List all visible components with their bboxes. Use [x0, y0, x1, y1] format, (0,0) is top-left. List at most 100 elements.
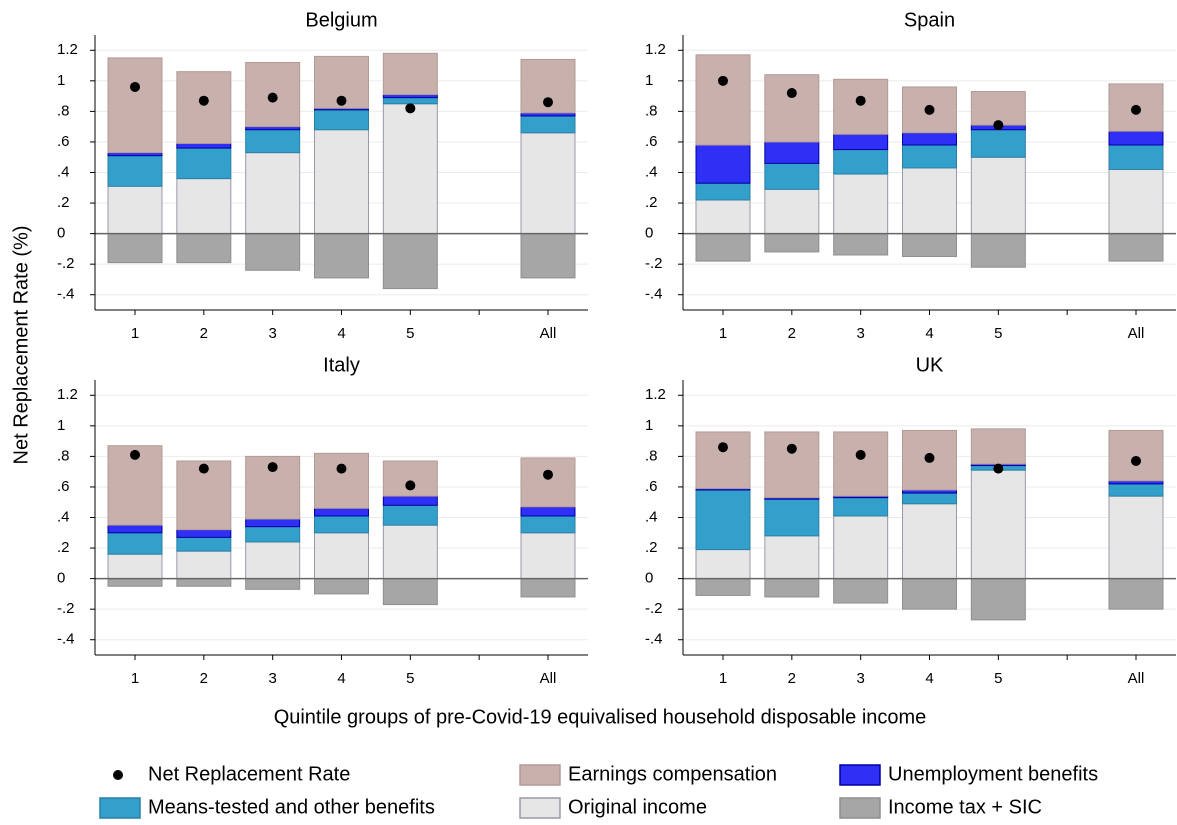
y-tick-label: .2: [645, 194, 658, 211]
bar-segment: [107, 578, 163, 587]
panel-title: Spain: [904, 9, 955, 31]
y-tick-label: -.4: [57, 286, 75, 303]
bar-segment: [1108, 429, 1164, 482]
bar-segment: [107, 524, 163, 534]
bar-segment: [833, 233, 889, 256]
y-tick-label: 1: [645, 72, 653, 89]
bar-segment: [970, 469, 1026, 580]
y-tick-label: 0: [57, 570, 65, 587]
y-tick-label: .4: [57, 508, 70, 525]
bar-segment: [176, 178, 232, 235]
legend-label: Net Replacement Rate: [148, 763, 350, 785]
bar-segment: [314, 532, 369, 580]
y-tick-label: .6: [57, 478, 70, 495]
y-tick-label: 1: [57, 417, 65, 434]
bar-segment: [176, 142, 232, 149]
bar-segment: [833, 431, 889, 497]
bar-segment: [695, 144, 751, 184]
nrr-dot: [198, 463, 209, 474]
y-tick-label: .2: [57, 539, 70, 556]
legend-dot: [113, 770, 123, 780]
bar-segment: [107, 57, 163, 154]
bar-segment: [245, 578, 301, 590]
bar-segment: [902, 167, 957, 235]
bar-segment: [520, 115, 576, 134]
x-tick-label: 2: [788, 670, 796, 687]
nrr-dot: [267, 92, 278, 103]
nrr-dot: [336, 95, 347, 106]
bar-segment: [245, 129, 301, 154]
bar-segment: [970, 91, 1026, 126]
x-tick-label: All: [540, 670, 557, 687]
nrr-dot: [336, 463, 347, 474]
nrr-dot: [786, 88, 797, 99]
bar-segment: [520, 515, 576, 534]
bar-segment: [764, 162, 820, 190]
bar-segment: [764, 74, 820, 143]
bar-segment: [520, 578, 576, 598]
y-tick-label: 1.2: [57, 41, 78, 58]
y-tick-label: 0: [57, 225, 65, 242]
bar-segment: [176, 578, 232, 587]
y-tick-label: .2: [57, 194, 70, 211]
y-tick-label: .2: [645, 539, 658, 556]
nrr-dot: [198, 95, 209, 106]
bar-segment: [695, 578, 751, 596]
bar-segment: [764, 535, 820, 580]
bar-segment: [520, 532, 576, 580]
y-tick-label: 0: [645, 225, 653, 242]
legend-swatch: [839, 797, 881, 819]
bar-segment: [314, 515, 369, 534]
bar-segment: [833, 578, 889, 604]
bar-segment: [695, 233, 751, 262]
bar-segment: [764, 431, 820, 499]
x-tick-label: 3: [268, 325, 276, 342]
y-tick-label: .4: [645, 508, 658, 525]
bar-segment: [176, 536, 232, 552]
bar-segment: [970, 578, 1026, 621]
y-tick-label: 1: [645, 417, 653, 434]
y-tick-label: 1.2: [645, 41, 666, 58]
bar-segment: [107, 155, 163, 187]
bar-segment: [833, 515, 889, 580]
y-tick-label: -.4: [57, 631, 75, 648]
bar-segment: [833, 78, 889, 135]
nrr-dot: [855, 449, 866, 460]
bar-segment: [245, 233, 301, 271]
bar-segment: [902, 578, 957, 610]
bar-segment: [902, 144, 957, 169]
x-tick-label: 1: [131, 670, 139, 687]
bar-segment: [382, 97, 438, 105]
bar-segment: [314, 452, 369, 509]
legend-label: Income tax + SIC: [888, 796, 1042, 818]
bar-segment: [695, 182, 751, 201]
bar-segment: [314, 109, 369, 131]
x-tick-label: 2: [200, 325, 208, 342]
bar-segment: [382, 495, 438, 506]
x-tick-label: 3: [268, 670, 276, 687]
bar-segment: [970, 428, 1026, 465]
bar-segment: [970, 233, 1026, 268]
bar-segment: [107, 553, 163, 580]
legend-swatch: [839, 764, 881, 786]
nrr-dot: [405, 103, 416, 114]
x-tick-label: All: [1128, 325, 1145, 342]
nrr-dot: [130, 449, 140, 460]
legend-swatch: [519, 764, 561, 786]
bar-segment: [314, 507, 369, 517]
legend-swatch: [519, 797, 561, 819]
x-tick-label: 5: [994, 325, 1002, 342]
x-tick-label: 3: [856, 325, 864, 342]
x-axis-label: Quintile groups of pre-Covid-19 equivali…: [274, 706, 927, 728]
bar-segment: [1108, 168, 1164, 235]
x-tick-label: 3: [856, 670, 864, 687]
x-tick-label: 4: [925, 325, 933, 342]
panel-title: Italy: [323, 354, 360, 376]
bar-segment: [833, 173, 889, 235]
bar-segment: [902, 132, 957, 146]
y-tick-label: -.2: [645, 600, 663, 617]
bar-segment: [520, 506, 576, 517]
x-tick-label: 4: [337, 325, 345, 342]
bar-segment: [695, 549, 751, 580]
